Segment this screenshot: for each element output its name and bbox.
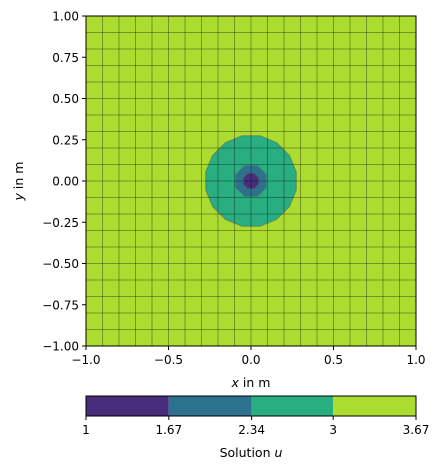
y-tick-label: −0.25 [42, 216, 79, 230]
colorbar-frame [85, 395, 417, 417]
colorbar-segment [86, 396, 169, 416]
colorbar-segment [168, 396, 252, 416]
colorbar-tick-label: 1 [82, 423, 90, 437]
colorbar-label: Solution u [220, 445, 283, 460]
colorbar-tick-label: 3 [329, 423, 337, 437]
y-tick-label: −0.50 [42, 257, 79, 271]
colorbar-tick-label: 1.67 [155, 423, 182, 437]
x-tick-label: 0.5 [324, 353, 343, 367]
y-tick-label: 0.50 [52, 92, 79, 106]
y-tick-label: 0.75 [52, 51, 79, 65]
colorbar-segment [333, 396, 416, 416]
colorbar-tick-label: 3.67 [403, 423, 430, 437]
y-tick-label: 1.00 [52, 10, 79, 24]
y-tick-label: 0.25 [52, 133, 79, 147]
x-tick-label: 0.0 [241, 353, 260, 367]
y-tick-label: −1.00 [42, 340, 79, 354]
colorbar-segment [251, 396, 334, 416]
contour-region-3 [242, 172, 260, 190]
y-axis-label: y in m [11, 162, 26, 202]
y-tick-label: 0.00 [52, 175, 79, 189]
colorbar-tick-label: 2.34 [238, 423, 265, 437]
x-tick-label: 1.0 [406, 353, 425, 367]
x-axis-label: x in m [231, 375, 271, 390]
x-tick-label: −1.0 [71, 353, 100, 367]
x-tick-label: −0.5 [154, 353, 183, 367]
y-tick-label: −0.75 [42, 298, 79, 312]
